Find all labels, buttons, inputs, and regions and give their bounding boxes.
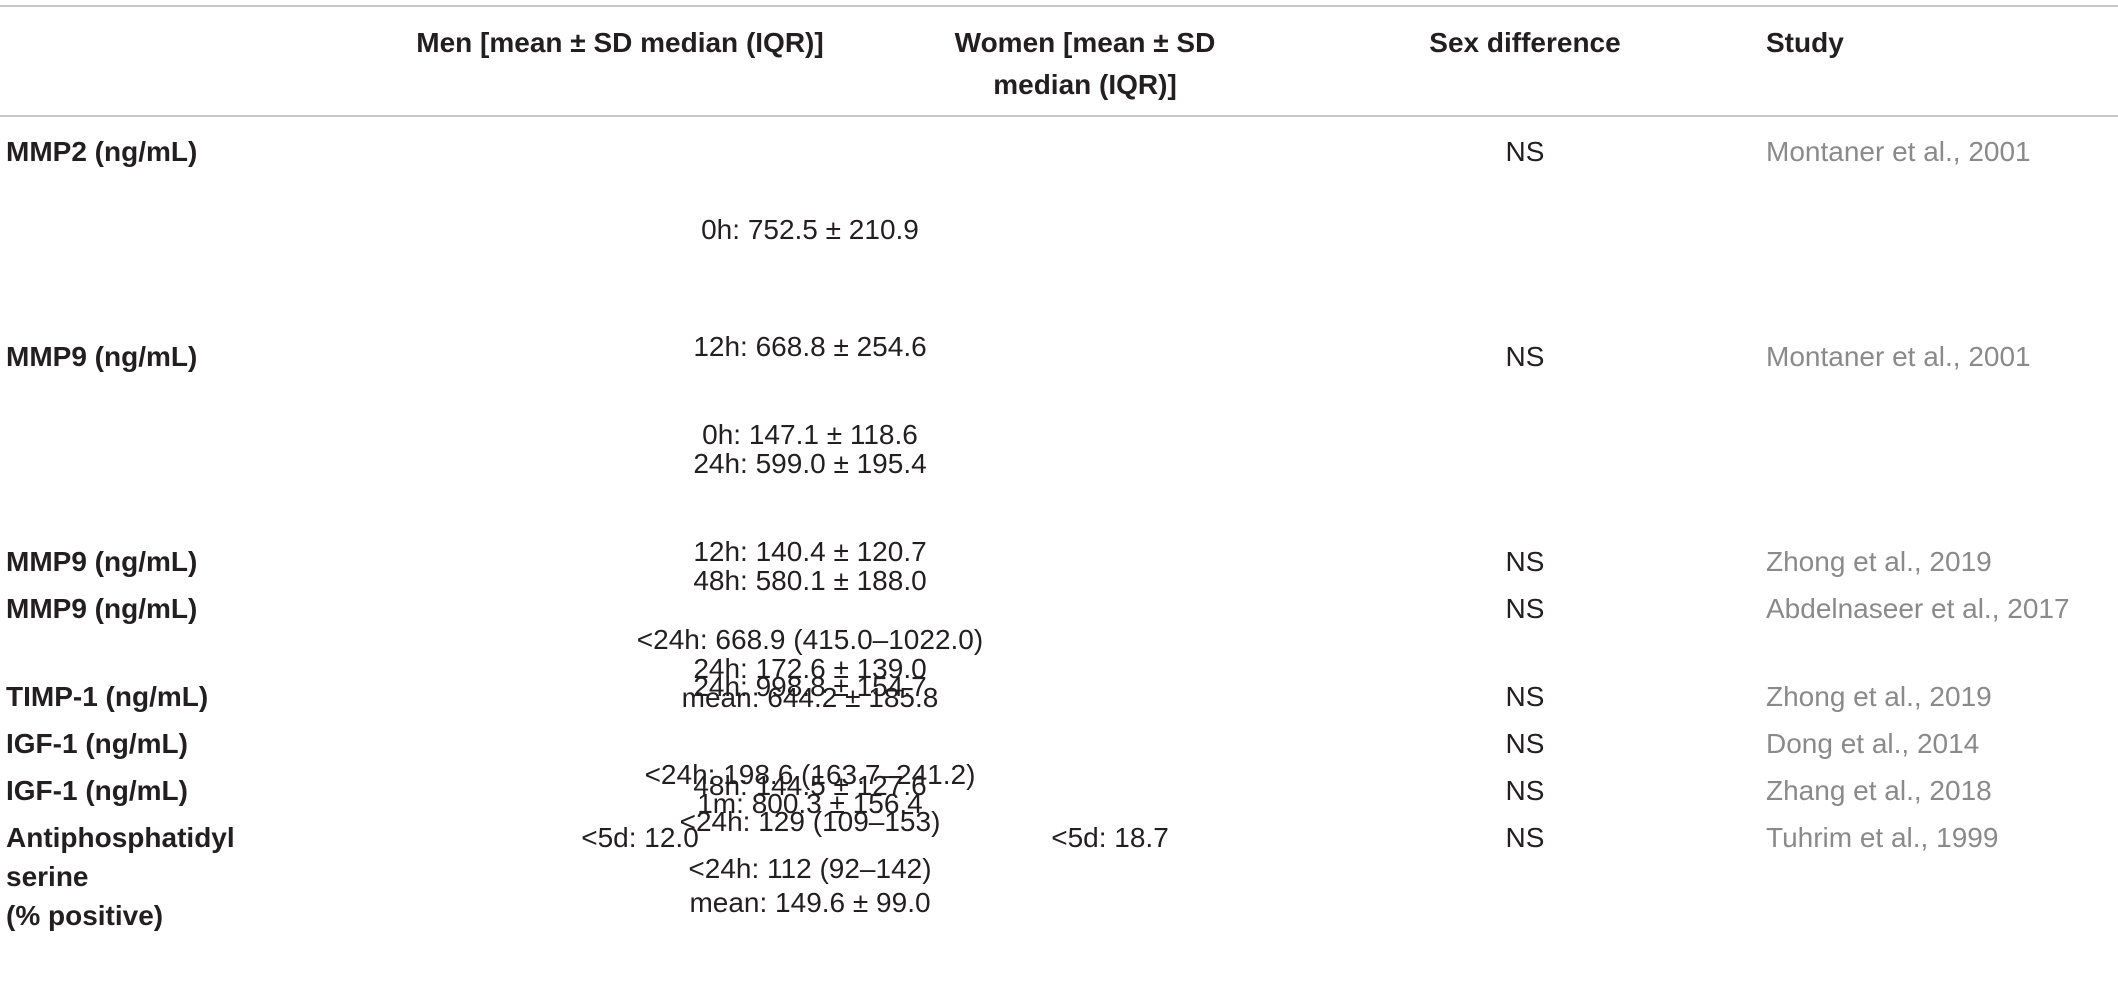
- row-label: IGF-1 (ng/mL): [6, 728, 188, 759]
- value-line: <24h: 198.6 (163.7–241.2): [644, 759, 976, 790]
- value-line: 48h: 144.5 ± 127.6: [693, 770, 927, 801]
- value-line: mean: 149.6 ± 99.0: [689, 887, 931, 918]
- row-sex-difference: NS: [1505, 681, 1545, 712]
- header-women-line-2: median (IQR)]: [993, 69, 1177, 100]
- row-sex-difference: NS: [1505, 546, 1545, 577]
- header-study: Study: [1766, 27, 1844, 58]
- header-bottom-rule: [0, 115, 2118, 117]
- row-sex-difference: NS: [1505, 136, 1545, 167]
- row-study: Dong et al., 2014: [1766, 728, 1980, 759]
- row-values: <24h: 198.6 (163.7–241.2): [450, 677, 1170, 872]
- value-line: 0h: 147.1 ± 118.6: [702, 419, 918, 450]
- row-sex-difference: NS: [1505, 728, 1545, 759]
- value-line: 24h: 172.6 ± 139.0: [693, 653, 927, 684]
- value-line: 12h: 668.8 ± 254.6: [693, 331, 927, 362]
- value-line: 0h: 752.5 ± 210.9: [701, 214, 919, 245]
- row-values: 0h: 752.5 ± 210.9 12h: 668.8 ± 254.6 24h…: [450, 132, 1170, 795]
- row-study: Zhong et al., 2019: [1766, 681, 1992, 712]
- row-study: Abdelnaseer et al., 2017: [1766, 593, 2070, 624]
- header-women: Women [mean ± SD median (IQR)]: [880, 22, 1290, 106]
- row-study: Zhang et al., 2018: [1766, 775, 1992, 806]
- value-line: 24h: 599.0 ± 195.4: [693, 448, 927, 479]
- row-values: 0h: 147.1 ± 118.6 12h: 140.4 ± 120.7 24h…: [450, 337, 1170, 1000]
- row-study: Tuhrim et al., 1999: [1766, 822, 1999, 853]
- row-label: IGF-1 (ng/mL): [6, 775, 188, 806]
- row-label: TIMP-1 (ng/mL): [6, 681, 209, 712]
- row-study: Zhong et al., 2019: [1766, 546, 1992, 577]
- row-label-line: Antiphosphatidyl: [6, 822, 235, 853]
- row-label: MMP2 (ng/mL): [6, 136, 198, 167]
- header-sex-difference: Sex difference: [1429, 27, 1621, 58]
- row-label-line: serine: [6, 861, 89, 892]
- value-line: 12h: 140.4 ± 120.7: [693, 536, 927, 567]
- row-label: MMP9 (ng/mL): [6, 341, 198, 372]
- row-values: <24h: 129 (109–153): [450, 724, 1170, 919]
- value-line: <24h: 112 (92–142): [688, 853, 932, 884]
- row-sex-difference: NS: [1505, 775, 1545, 806]
- row-values: <24h: 112 (92–142): [450, 771, 1170, 966]
- value-line: <24h: 668.9 (415.0–1022.0): [636, 624, 984, 655]
- row-sex-difference: NS: [1505, 593, 1545, 624]
- row-men-value: <5d: 12.0: [581, 822, 699, 853]
- row-women-value: <5d: 18.7: [1051, 822, 1169, 853]
- table-top-rule: [0, 5, 2118, 7]
- value-line: 24h: 998.8 ± 154.7: [693, 671, 927, 702]
- value-line: <24h: 129 (109–153): [679, 806, 941, 837]
- row-sex-difference: NS: [1505, 822, 1545, 853]
- row-label: MMP9 (ng/mL): [6, 546, 198, 577]
- row-values: <24h: 668.9 (415.0–1022.0): [450, 542, 1170, 737]
- value-line: 1m: 800.3 ± 156.4: [697, 788, 923, 819]
- header-women-line-1: Women [mean ± SD: [954, 27, 1216, 58]
- row-label-line: (% positive): [6, 900, 164, 931]
- row-study: Montaner et al., 2001: [1766, 341, 2031, 372]
- value-line: mean: 644.2 ± 185.8: [681, 682, 939, 713]
- table-page: Men [mean ± SD median (IQR)] Women [mean…: [0, 5, 2118, 935]
- row-label: Antiphosphatidyl serine (% positive): [6, 818, 296, 935]
- row-values: 24h: 998.8 ± 154.7 1m: 800.3 ± 156.4: [450, 589, 1170, 901]
- value-line: 48h: 580.1 ± 188.0: [693, 565, 927, 596]
- row-sex-difference: NS: [1505, 341, 1545, 372]
- header-men: Men [mean ± SD median (IQR)]: [416, 27, 824, 58]
- row-label: MMP9 (ng/mL): [6, 593, 198, 624]
- row-study: Montaner et al., 2001: [1766, 136, 2031, 167]
